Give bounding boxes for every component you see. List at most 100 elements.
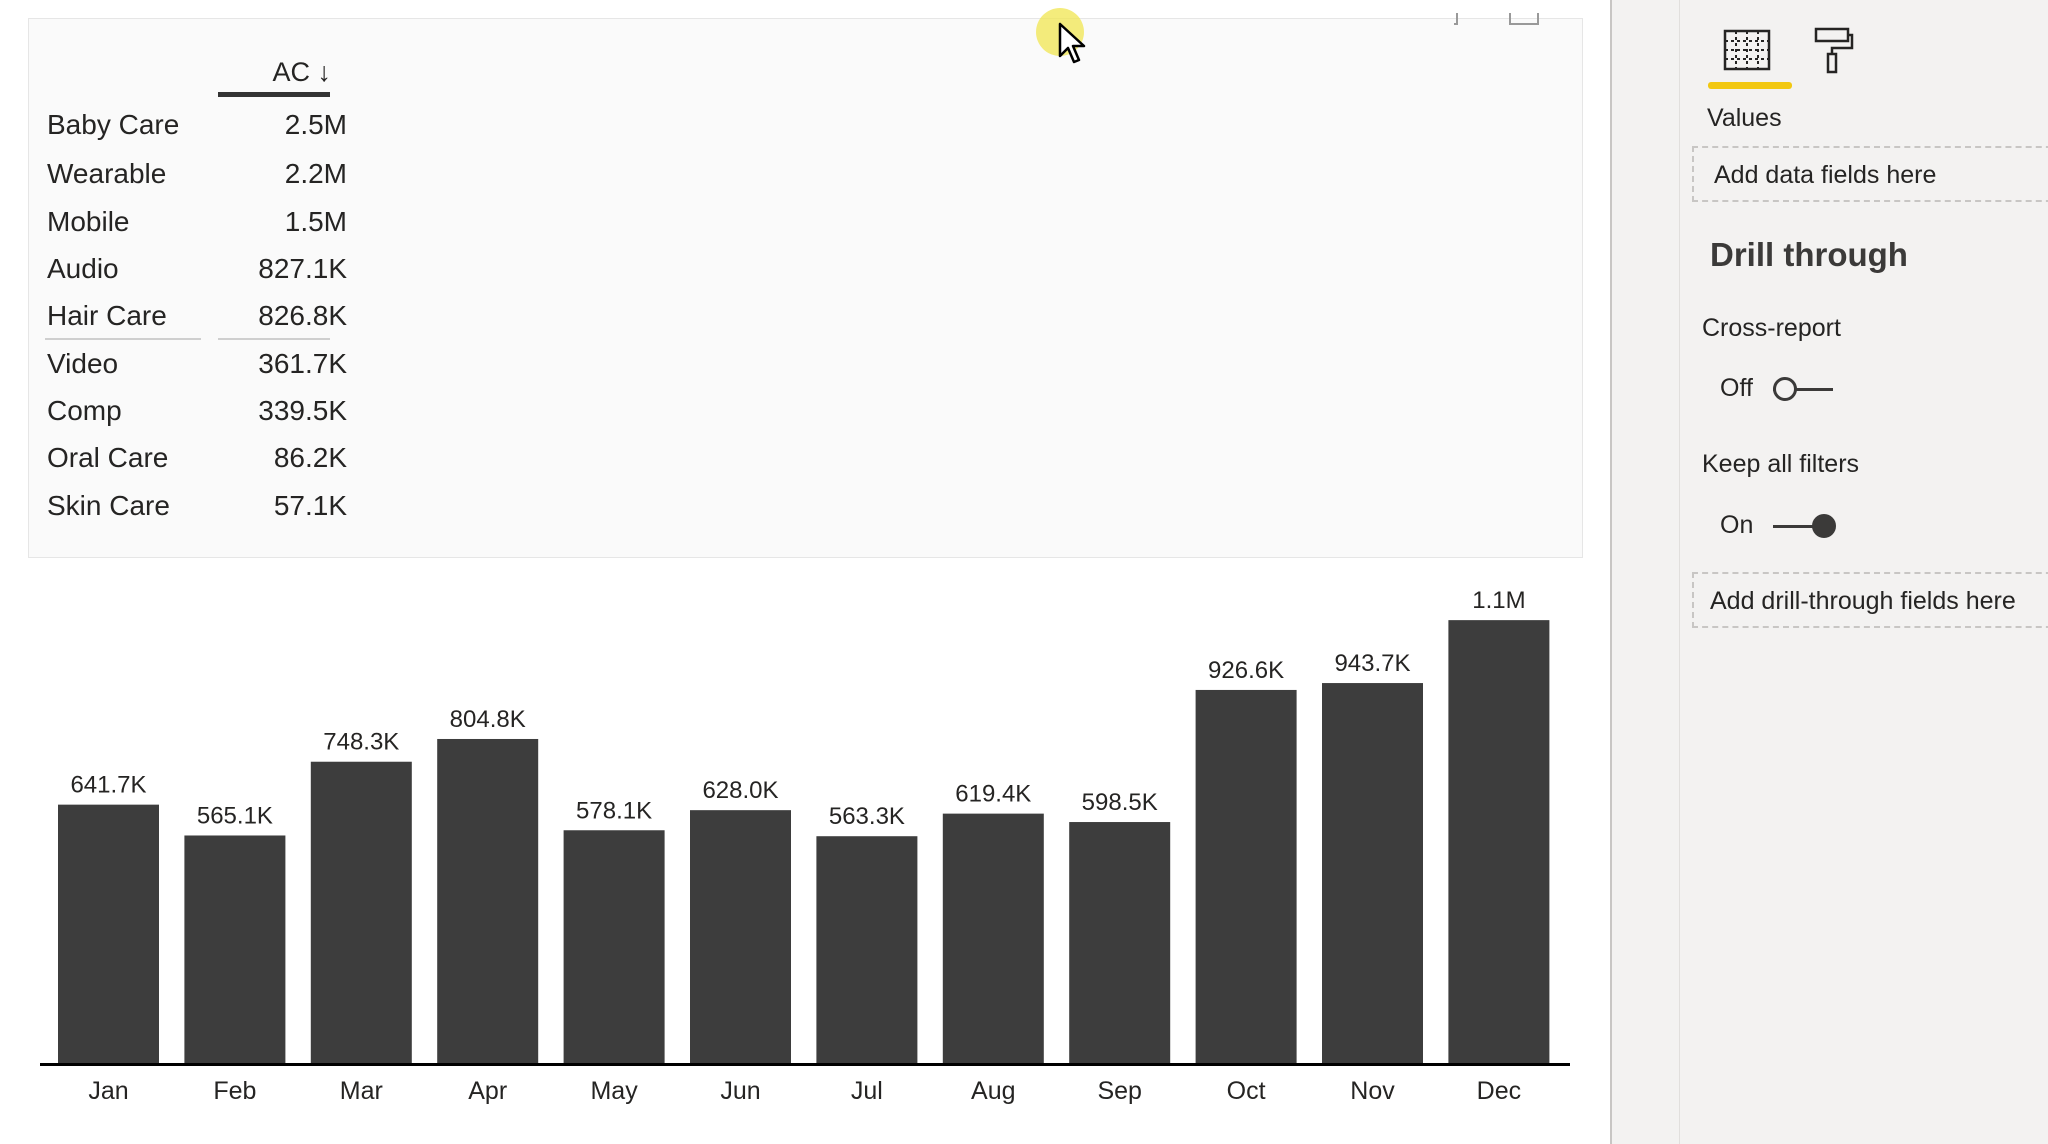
bar-aug[interactable] <box>942 813 1044 1063</box>
row-value: 826.8K <box>258 300 347 331</box>
row-value: 2.5M <box>284 109 347 140</box>
data-label: 619.4K <box>955 781 1031 808</box>
row-separator <box>45 338 201 340</box>
toggle-knob <box>1773 377 1797 401</box>
column-header-underline <box>218 92 330 97</box>
bar-jan[interactable] <box>58 804 159 1063</box>
x-tick-label: May <box>590 1077 638 1105</box>
data-label: 628.0K <box>702 777 778 804</box>
data-label: 943.7K <box>1334 650 1410 677</box>
data-label: 926.6K <box>1208 657 1284 684</box>
keep-all-filters-label: Keep all filters <box>1702 450 1860 478</box>
row-value: 1.5M <box>284 206 347 237</box>
x-tick-label: Jan <box>88 1077 128 1105</box>
table-row[interactable]: Skin Care 57.1K <box>47 484 347 524</box>
mouse-pointer-icon <box>1058 22 1086 64</box>
row-value: 2.2M <box>284 158 347 189</box>
bar-jun[interactable] <box>690 810 791 1063</box>
column-header-ac[interactable]: AC ↓ <box>272 57 331 87</box>
x-tick-label: Feb <box>213 1077 256 1105</box>
table-grid-icon <box>1723 29 1771 71</box>
row-value: 339.5K <box>258 395 347 426</box>
data-label: 598.5K <box>1082 789 1158 816</box>
pane-border <box>1679 0 1680 1144</box>
x-tick-label: Jun <box>720 1077 760 1105</box>
x-tick-label: Nov <box>1350 1077 1395 1105</box>
bar-apr[interactable] <box>437 738 539 1063</box>
row-category: Video <box>47 348 119 379</box>
data-label: 804.8K <box>450 706 526 733</box>
bar-oct[interactable] <box>1195 689 1297 1063</box>
row-separator <box>218 338 330 340</box>
data-label: 563.3K <box>829 803 905 830</box>
bar-may[interactable] <box>563 830 665 1063</box>
row-value: 827.1K <box>258 253 347 284</box>
focus-mode-icon[interactable] <box>1509 13 1539 25</box>
paint-roller-icon <box>1814 27 1854 74</box>
table-row[interactable]: Oral Care 86.2K <box>47 436 347 476</box>
filter-icon[interactable] <box>1454 13 1458 25</box>
cross-report-label: Cross-report <box>1702 314 1841 342</box>
row-value: 57.1K <box>273 490 347 521</box>
active-tab-indicator <box>1708 82 1792 89</box>
table-row[interactable]: Wearable 2.2M <box>47 152 347 192</box>
data-label: 1.1M <box>1472 587 1525 614</box>
canvas-divider <box>1610 0 1612 1144</box>
x-tick-label: Dec <box>1477 1077 1521 1105</box>
table-row[interactable]: Mobile 1.5M <box>47 200 347 240</box>
fields-tab[interactable] <box>1708 20 1788 86</box>
bar-nov[interactable] <box>1322 683 1423 1063</box>
report-canvas: AC ↓ Baby Care 2.5M Wearable 2.2M Mobile 1.5M… <box>28 8 1583 1120</box>
values-label: Values <box>1707 104 1782 132</box>
table-row[interactable]: Audio 827.1K <box>47 247 347 287</box>
data-label: 565.1K <box>197 802 273 829</box>
drill-through-title: Drill through <box>1710 236 1908 273</box>
cross-report-state: Off <box>1720 374 1753 402</box>
x-tick-label: Mar <box>340 1077 383 1105</box>
keep-all-filters-state: On <box>1720 511 1754 539</box>
toggle-knob <box>1812 514 1836 538</box>
bar-dec[interactable] <box>1448 620 1550 1063</box>
drill-through-field-well[interactable]: Add drill-through fields here <box>1692 572 2048 628</box>
row-category: Comp <box>47 395 122 426</box>
pane-tabs <box>1680 20 2048 90</box>
toggle-track <box>1773 388 1833 391</box>
values-field-well[interactable]: Add data fields here <box>1692 146 2048 202</box>
bar-feb[interactable] <box>184 835 286 1063</box>
table-visual[interactable]: AC ↓ Baby Care 2.5M Wearable 2.2M Mobile 1.5M… <box>28 13 1583 558</box>
values-well-placeholder: Add data fields here <box>1714 161 1937 189</box>
x-tick-label: Oct <box>1227 1077 1266 1105</box>
row-category: Hair Care <box>47 300 167 331</box>
column-chart[interactable]: 641.7K Jan 565.1K Feb 748.3K Mar 804.8K Apr 578.… <box>28 580 1583 1120</box>
bar-sep[interactable] <box>1069 822 1171 1063</box>
keep-all-filters-toggle[interactable]: On <box>1720 506 1860 546</box>
row-category: Oral Care <box>47 442 169 473</box>
bar-mar[interactable] <box>310 761 412 1063</box>
table-row[interactable]: Comp 339.5K <box>47 389 347 429</box>
row-category: Wearable <box>47 158 167 189</box>
column-chart-svg: 641.7K Jan 565.1K Feb 748.3K Mar 804.8K Apr 578.… <box>40 587 1570 1105</box>
data-label: 578.1K <box>576 797 652 824</box>
table-row[interactable]: Baby Care 2.5M <box>47 103 347 143</box>
data-label: 641.7K <box>70 772 146 799</box>
row-category: Audio <box>47 253 119 284</box>
row-category: Baby Care <box>47 109 180 140</box>
x-tick-label: Jul <box>851 1077 883 1105</box>
data-label: 748.3K <box>323 729 399 756</box>
drill-through-well-placeholder: Add drill-through fields here <box>1710 587 2016 615</box>
visualizations-pane: Values Add data fields here Drill throug… <box>1680 0 2048 1144</box>
row-value: 361.7K <box>258 348 347 379</box>
toggle-track <box>1773 525 1833 528</box>
table-row[interactable]: Video 361.7K <box>47 342 347 382</box>
format-tab[interactable] <box>1794 20 1874 86</box>
pane-gutter <box>1612 0 1680 1144</box>
row-value: 86.2K <box>273 442 347 473</box>
x-tick-label: Sep <box>1097 1077 1141 1105</box>
table-row[interactable]: Hair Care 826.8K <box>47 294 347 334</box>
cross-report-toggle[interactable]: Off <box>1720 369 1860 409</box>
row-category: Skin Care <box>47 490 170 521</box>
bar-jul[interactable] <box>816 836 918 1063</box>
x-tick-label: Apr <box>468 1077 507 1105</box>
x-tick-label: Aug <box>971 1077 1015 1105</box>
row-category: Mobile <box>47 206 130 237</box>
